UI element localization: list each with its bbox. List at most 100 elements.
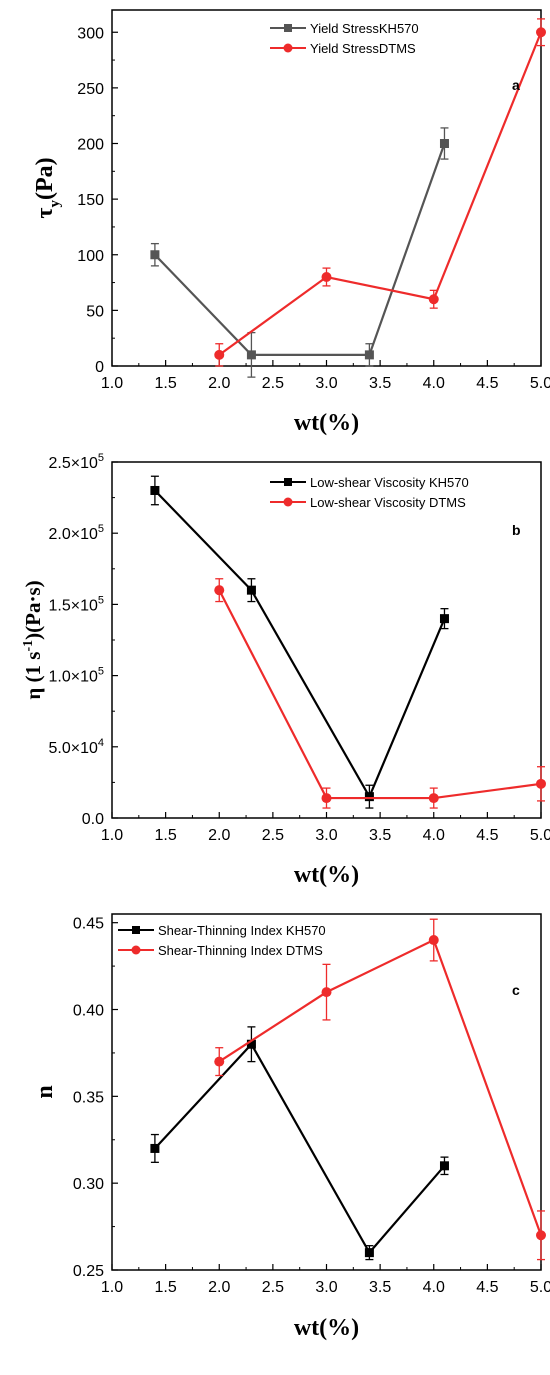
y-tick-label: 1.5×105 [48, 594, 104, 614]
x-tick-label: 1.5 [155, 375, 177, 392]
legend-marker [284, 24, 292, 32]
y-title-main: τ [32, 208, 58, 219]
legend-label: Yield StressKH570 [310, 21, 419, 36]
y-tick-base: 2.5×10 [48, 455, 97, 472]
data-point [439, 1161, 449, 1171]
y-tick-label: 0.25 [73, 1263, 104, 1280]
y-tick-base: 1.0×10 [48, 669, 97, 686]
series-line [154, 1042, 446, 1255]
y-title-main: n [32, 1085, 58, 1098]
y-title-superscript: -1 [21, 640, 36, 652]
x-tick-label: 4.5 [476, 827, 498, 844]
y-tick-exponent: 5 [98, 594, 104, 606]
chart-panel-a: 1.0 1.5 2.0 2.5 3.0 3.5 4.0 4.5 5.0 0 50 100 150 200 2… [32, 9, 550, 436]
y-tick-label: 0.0 [82, 811, 104, 828]
y-tick-exponent: 5 [98, 666, 104, 678]
x-tick-label: 4.5 [476, 1279, 498, 1296]
panel-letter: b [512, 522, 521, 538]
legend-entry: Yield StressKH570 [270, 21, 419, 36]
series-line [218, 31, 543, 356]
y-tick-label: 200 [77, 137, 104, 154]
y-tick-exponent: 4 [98, 737, 104, 749]
x-tick-label: 5.0 [530, 827, 550, 844]
data-point [428, 935, 439, 946]
series-kh570 [150, 475, 449, 809]
x-axis-title: wt(%) [294, 410, 359, 436]
x-tick-label: 1.0 [101, 1279, 123, 1296]
y-tick-label: 2.5×105 [48, 452, 104, 472]
series-line [218, 938, 543, 1236]
y-title-main: η (1 s [21, 652, 45, 700]
legend-entry: Shear-Thinning Index KH570 [118, 923, 326, 938]
x-tick-label: 3.0 [315, 827, 337, 844]
legend-marker [283, 497, 293, 507]
legend-entry: Yield StressDTMS [270, 41, 416, 56]
x-tick-label: 2.5 [262, 1279, 284, 1296]
legend-marker [284, 478, 292, 486]
data-point [364, 1248, 374, 1258]
data-point [214, 349, 225, 360]
x-tick-label: 3.5 [369, 375, 391, 392]
x-tick-label: 2.0 [208, 375, 230, 392]
y-tick-label: 1.0×105 [48, 666, 104, 686]
legend-entry: Shear-Thinning Index DTMS [118, 943, 323, 958]
series-line [154, 143, 446, 356]
legend-label: Yield StressDTMS [310, 41, 416, 56]
y-tick-label: 0.40 [73, 1003, 104, 1020]
data-point [246, 350, 256, 360]
x-tick-label: 5.0 [530, 375, 550, 392]
series-kh570 [150, 127, 449, 378]
data-point [364, 792, 374, 802]
x-tick-label: 4.5 [476, 375, 498, 392]
data-point [439, 614, 449, 624]
y-tick-label: 0.45 [73, 916, 104, 933]
y-tick-label: 0.35 [73, 1089, 104, 1106]
x-tick-label: 1.5 [155, 1279, 177, 1296]
y-tick-label: 0.30 [73, 1176, 104, 1193]
series-line [154, 489, 446, 800]
legend-label: Shear-Thinning Index KH570 [158, 923, 326, 938]
data-point [321, 793, 332, 804]
x-tick-label: 4.0 [423, 827, 445, 844]
y-tick-label: 300 [77, 25, 104, 42]
data-point [150, 1143, 160, 1153]
x-axis-title: wt(%) [294, 862, 359, 888]
y-tick-label: 2.0×105 [48, 523, 104, 543]
x-tick-label: 1.0 [101, 375, 123, 392]
x-tick-label: 2.5 [262, 375, 284, 392]
data-point [439, 139, 449, 148]
y-title-rest: (Pa) [32, 157, 58, 200]
y-title-rest: )(Pa·s) [21, 580, 45, 639]
series-dtms [214, 918, 546, 1261]
data-point [150, 485, 160, 495]
y-tick-label: 0 [95, 359, 104, 376]
x-tick-label: 2.0 [208, 827, 230, 844]
x-tick-label: 4.0 [423, 1279, 445, 1296]
series-kh570 [150, 1026, 449, 1261]
data-point [246, 1039, 256, 1049]
legend-label: Low-shear Viscosity DTMS [310, 495, 466, 510]
y-tick-exponent: 5 [98, 452, 104, 464]
data-point [428, 294, 439, 305]
y-axis-title: η (1 s-1)(Pa·s) [21, 580, 45, 699]
y-tick-base: 5.0×10 [48, 740, 97, 757]
chart-panel-c: 1.0 1.5 2.0 2.5 3.0 3.5 4.0 4.5 5.0 0.25 0.30 0.35 0… [32, 913, 550, 1341]
data-point [536, 1230, 546, 1241]
x-axis-title: wt(%) [294, 1315, 359, 1341]
data-point [246, 585, 256, 595]
legend-marker [132, 926, 140, 934]
legend-label: Shear-Thinning Index DTMS [158, 943, 323, 958]
legend-entry: Low-shear Viscosity KH570 [270, 475, 469, 490]
x-tick-label: 4.0 [423, 375, 445, 392]
y-title-subscript: y [47, 200, 63, 208]
data-point [321, 987, 332, 998]
y-tick-label: 100 [77, 248, 104, 265]
data-point [536, 778, 546, 789]
x-tick-label: 2.5 [262, 827, 284, 844]
y-tick-base: 1.5×10 [48, 597, 97, 614]
x-tick-label: 3.0 [315, 1279, 337, 1296]
y-tick-label: 50 [86, 303, 104, 320]
x-tick-label: 3.5 [369, 827, 391, 844]
y-axis-title: n [32, 1085, 58, 1098]
